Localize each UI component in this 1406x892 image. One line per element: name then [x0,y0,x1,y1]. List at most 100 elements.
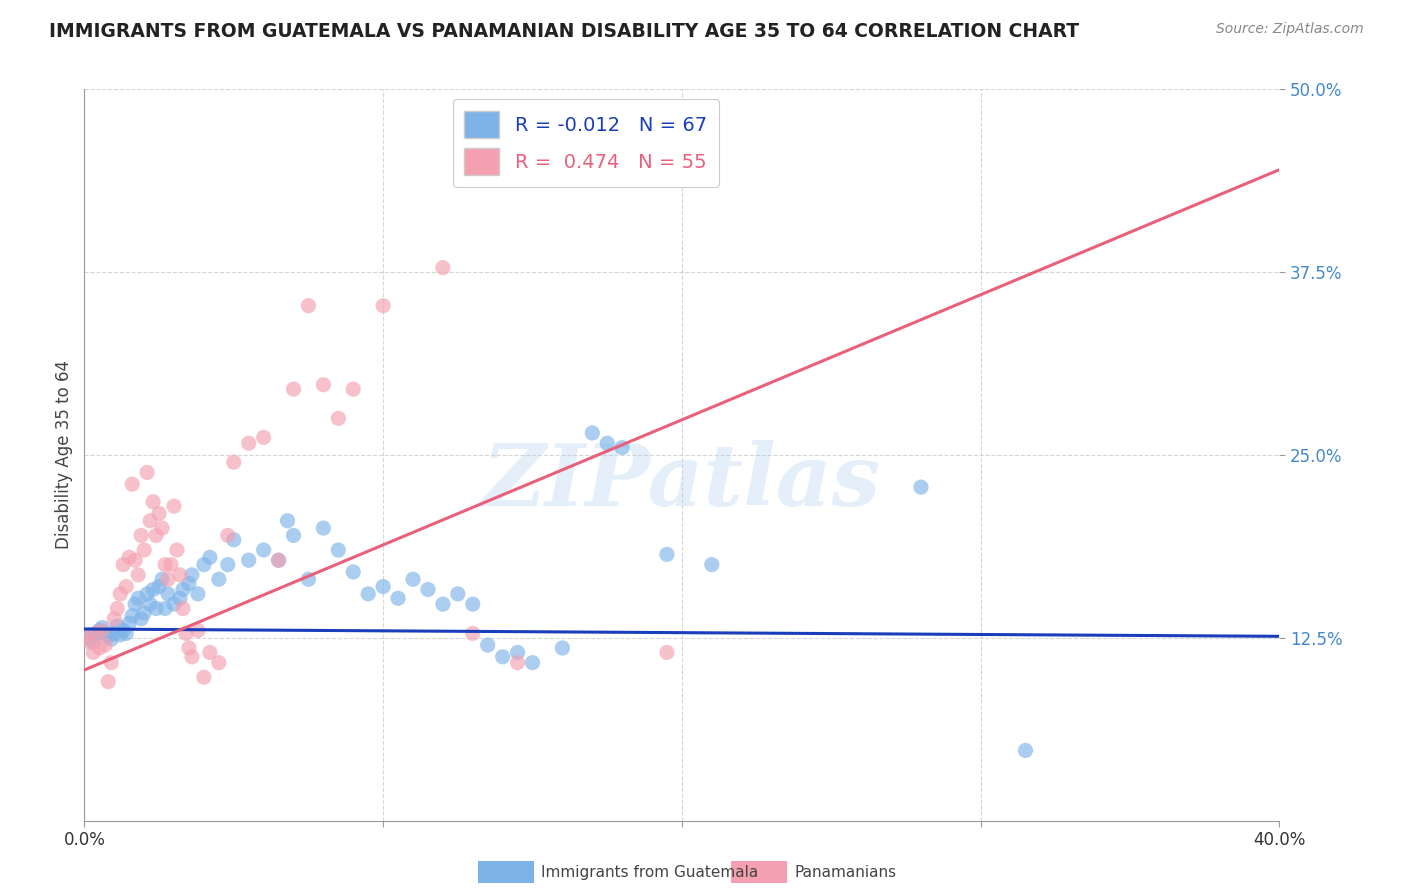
Point [153,558,176,572]
Point [94,638,117,652]
Point [110,587,132,601]
Point [169,591,191,606]
Text: Immigrants from Guatemala: Immigrants from Guatemala [541,865,759,880]
Point [121,477,143,491]
Point [139,514,162,528]
Point [373,580,395,594]
Point [82,645,104,659]
Point [267,553,290,567]
Point [461,597,484,611]
Point [432,260,454,275]
Point [103,612,125,626]
Point [461,626,484,640]
Point [145,601,167,615]
Point [253,430,276,444]
Point [163,499,186,513]
Point [222,455,245,469]
Point [506,645,529,659]
Point [142,494,165,508]
Point [217,528,239,542]
Point [416,582,439,597]
Point [129,612,152,626]
Text: Source: ZipAtlas.com: Source: ZipAtlas.com [1216,22,1364,37]
Legend: R = -0.012   N = 67, R =  0.474   N = 55: R = -0.012 N = 67, R = 0.474 N = 55 [453,99,718,187]
Point [121,608,143,623]
Point [97,674,120,689]
Point [79,635,101,649]
Point [91,621,114,635]
Point [145,528,167,542]
Point [127,567,149,582]
Point [79,628,101,642]
Point [136,587,159,601]
Point [283,382,305,396]
Point [193,558,215,572]
Point [160,558,183,572]
Point [297,572,319,586]
Point [267,553,290,567]
Point [82,635,104,649]
Point [153,601,176,615]
Point [157,587,180,601]
Point [169,567,191,582]
Point [148,580,170,594]
Point [94,626,117,640]
Point [97,629,120,643]
Point [110,628,132,642]
Point [115,580,138,594]
Point [181,649,204,664]
Point [115,626,138,640]
Point [357,587,380,601]
Point [172,582,194,597]
Text: Panamanians: Panamanians [794,865,897,880]
Point [187,624,209,638]
Text: IMMIGRANTS FROM GUATEMALA VS PANAMANIAN DISABILITY AGE 35 TO 64 CORRELATION CHAR: IMMIGRANTS FROM GUATEMALA VS PANAMANIAN … [49,22,1080,41]
Point [103,626,125,640]
Point [100,632,122,647]
Point [506,656,529,670]
Point [89,624,111,638]
Point [181,567,204,582]
Point [253,543,276,558]
Point [157,572,180,586]
Point [522,656,544,670]
Point [373,299,395,313]
Point [187,587,209,601]
Point [91,624,114,638]
Point [238,553,260,567]
Point [328,543,350,558]
Point [477,638,499,652]
Point [148,507,170,521]
Point [139,597,162,611]
Point [177,576,200,591]
Point [100,656,122,670]
Point [612,441,634,455]
Point [177,640,200,655]
Point [105,601,128,615]
Point [86,626,108,640]
Point [402,572,425,586]
Point [238,436,260,450]
Point [432,597,454,611]
Point [127,591,149,606]
Point [76,631,98,645]
Point [581,425,603,440]
Point [172,601,194,615]
Point [89,640,111,655]
Text: ZIPatlas: ZIPatlas [482,441,882,524]
Point [132,606,156,620]
Point [342,565,364,579]
Point [283,528,305,542]
Point [105,619,128,633]
Point [112,558,135,572]
Point [222,533,245,547]
Point [76,631,98,645]
Point [277,514,299,528]
Point [312,377,335,392]
Point [312,521,335,535]
Point [124,597,146,611]
Point [193,670,215,684]
Point [447,587,470,601]
Point [217,558,239,572]
Point [1014,743,1036,757]
